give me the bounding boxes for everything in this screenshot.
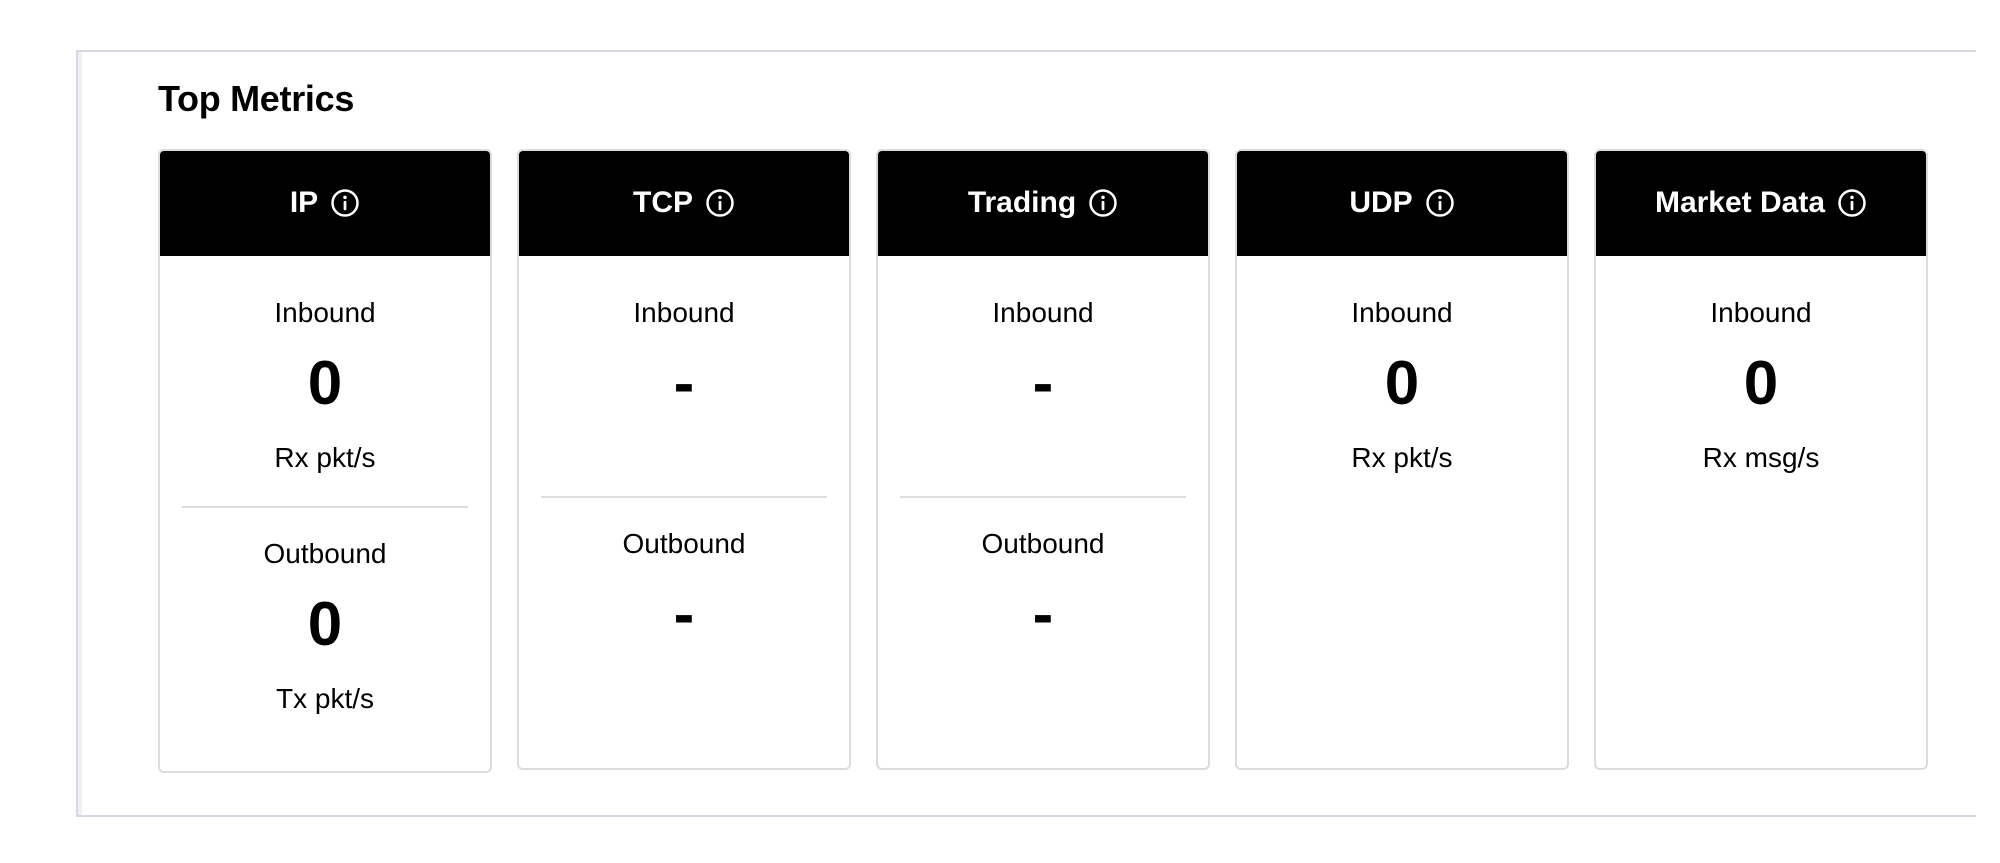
outbound-unit: Tx pkt/s xyxy=(275,683,374,714)
outbound-label: Outbound xyxy=(622,528,746,559)
section-divider xyxy=(541,496,827,498)
card-title: UDP xyxy=(1349,185,1413,219)
outbound-section: Outbound - xyxy=(878,498,1208,697)
outbound-unit xyxy=(878,671,1208,697)
outbound-label: Outbound xyxy=(981,528,1105,559)
inbound-label: Inbound xyxy=(1351,297,1453,328)
card-header: Trading xyxy=(878,151,1208,256)
card-title: Market Data xyxy=(1654,185,1826,219)
inbound-value: 0 xyxy=(1384,349,1420,418)
metric-card-market-data: Market Data Inbound 0 Rx msg/s xyxy=(1594,149,1928,770)
inbound-value: - xyxy=(673,349,695,418)
inbound-section: Inbound 0 Rx msg/s xyxy=(1596,256,1926,476)
inbound-unit xyxy=(519,440,849,466)
inbound-unit: Rx pkt/s xyxy=(274,442,376,473)
inbound-value: 0 xyxy=(1743,349,1779,418)
inbound-value: 0 xyxy=(307,349,343,418)
top-metrics-panel: Top Metrics IP Inbound 0 Rx pkt/s Outbou… xyxy=(76,50,1976,817)
metric-card-ip: IP Inbound 0 Rx pkt/s Outbound 0 Tx pkt/… xyxy=(158,149,492,773)
info-icon[interactable] xyxy=(1837,188,1867,218)
inbound-section: Inbound - xyxy=(878,256,1208,466)
metric-card-tcp: TCP Inbound - Outbound - xyxy=(517,149,851,770)
info-icon[interactable] xyxy=(1088,188,1118,218)
section-divider xyxy=(900,496,1186,498)
card-title: IP xyxy=(289,185,319,219)
info-icon[interactable] xyxy=(1425,188,1455,218)
outbound-section: Outbound 0 Tx pkt/s xyxy=(160,508,490,717)
inbound-section: Inbound 0 Rx pkt/s xyxy=(160,256,490,476)
card-title: TCP xyxy=(633,185,693,219)
metric-card-trading: Trading Inbound - Outbound - xyxy=(876,149,1210,770)
inbound-label: Inbound xyxy=(1710,297,1812,328)
outbound-unit xyxy=(519,671,849,697)
outbound-section: Outbound - xyxy=(519,498,849,697)
card-header: Market Data xyxy=(1596,151,1926,256)
inbound-value: - xyxy=(1032,349,1054,418)
inbound-label: Inbound xyxy=(633,297,735,328)
metric-card-udp: UDP Inbound 0 Rx pkt/s xyxy=(1235,149,1569,770)
panel-title: Top Metrics xyxy=(158,78,355,119)
card-header: IP xyxy=(160,151,490,256)
info-icon[interactable] xyxy=(330,188,360,218)
inbound-section: Inbound - xyxy=(519,256,849,466)
inbound-label: Inbound xyxy=(992,297,1094,328)
section-divider xyxy=(182,506,468,508)
card-header: UDP xyxy=(1237,151,1567,256)
card-title: Trading xyxy=(967,185,1077,219)
outbound-label: Outbound xyxy=(263,538,387,569)
inbound-label: Inbound xyxy=(274,297,376,328)
inbound-unit: Rx msg/s xyxy=(1702,442,1820,473)
inbound-unit xyxy=(878,440,1208,466)
inbound-section: Inbound 0 Rx pkt/s xyxy=(1237,256,1567,476)
info-icon[interactable] xyxy=(705,188,735,218)
metric-cards: IP Inbound 0 Rx pkt/s Outbound 0 Tx pkt/… xyxy=(158,149,1928,773)
card-header: TCP xyxy=(519,151,849,256)
outbound-value: 0 xyxy=(307,590,343,659)
inbound-unit: Rx pkt/s xyxy=(1351,442,1453,473)
outbound-value: - xyxy=(673,580,695,649)
outbound-value: - xyxy=(1032,580,1054,649)
